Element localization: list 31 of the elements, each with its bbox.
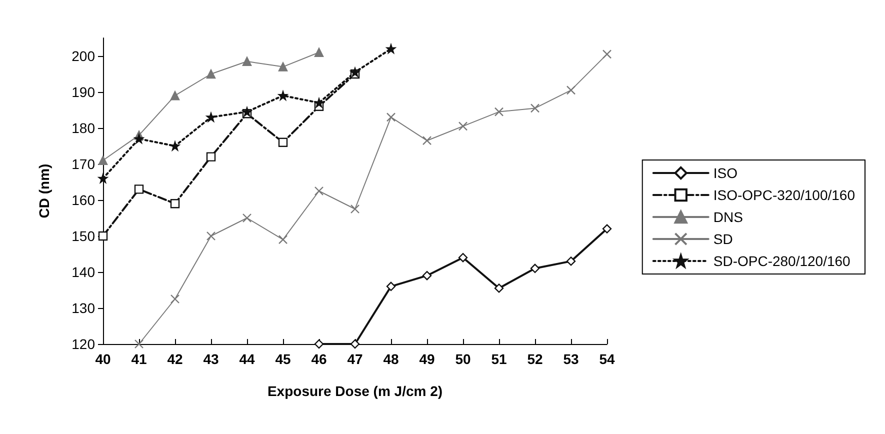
y-tick-label: 150 [72, 228, 96, 244]
y-tick-label: 190 [72, 84, 96, 100]
x-tick-label: 50 [455, 351, 471, 367]
y-tick-label: 120 [72, 336, 96, 352]
y-tick-label: 170 [72, 156, 96, 172]
x-tick-label: 45 [275, 351, 291, 367]
x-tick-label: 53 [563, 351, 579, 367]
legend-label: ISO [713, 165, 738, 181]
x-tick-label: 54 [599, 351, 615, 367]
legend-label: SD [713, 231, 733, 247]
x-tick-label: 51 [491, 351, 507, 367]
y-axis-title: CD (nm) [36, 164, 52, 218]
y-tick-label: 180 [72, 120, 96, 136]
y-tick-label: 130 [72, 300, 96, 316]
legend-label: SD-OPC-280/120/160 [713, 253, 851, 269]
legend-label: DNS [713, 209, 743, 225]
x-tick-label: 42 [167, 351, 183, 367]
x-tick-label: 44 [239, 351, 255, 367]
x-tick-label: 47 [347, 351, 363, 367]
x-tick-label: 49 [419, 351, 435, 367]
y-tick-label: 200 [72, 48, 96, 64]
legend-label: ISO-OPC-320/100/160 [713, 187, 856, 203]
x-tick-label: 43 [203, 351, 219, 367]
x-tick-label: 46 [311, 351, 327, 367]
x-tick-label: 40 [95, 351, 111, 367]
x-tick-label: 41 [131, 351, 147, 367]
x-tick-label: 52 [527, 351, 543, 367]
x-tick-label: 48 [383, 351, 399, 367]
x-axis-title: Exposure Dose (m J/cm 2) [267, 383, 443, 399]
y-tick-label: 140 [72, 264, 96, 280]
y-tick-label: 160 [72, 192, 96, 208]
